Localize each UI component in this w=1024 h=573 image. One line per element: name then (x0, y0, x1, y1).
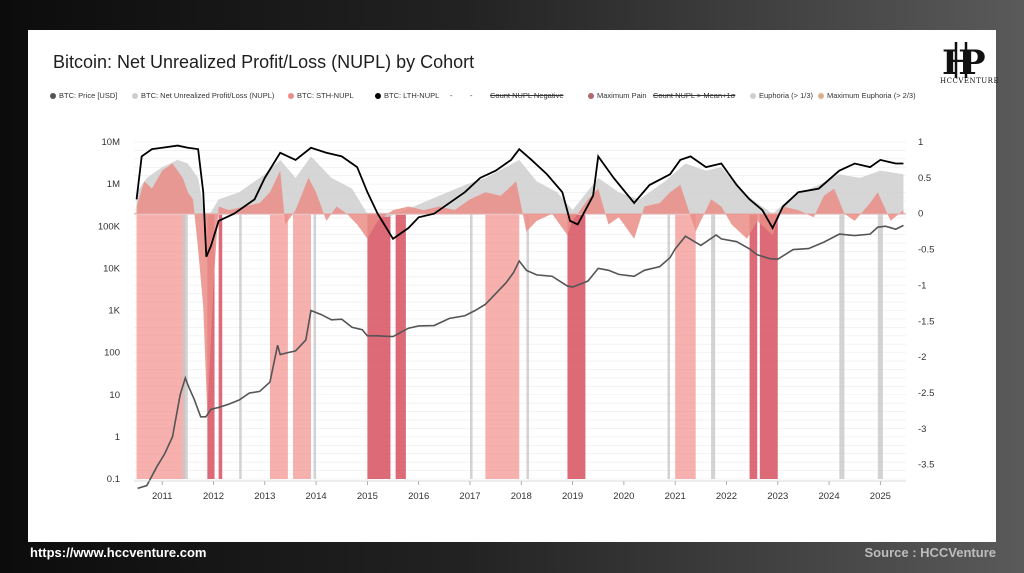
y-left-tick-1: 1 (115, 432, 120, 443)
legend-item-6[interactable]: Count NUPL Negative (490, 91, 564, 100)
legend-label: - (470, 91, 473, 100)
x-tick-2014: 2014 (306, 491, 327, 502)
footer-url[interactable]: https://www.hccventure.com (30, 545, 207, 560)
y-right-tick-6: -2 (918, 352, 926, 363)
euphoria-band-1 (239, 213, 242, 479)
y-left-tick-3: 100 (104, 348, 120, 359)
x-tick-2020: 2020 (613, 491, 634, 502)
y-left-tick-2: 10 (109, 390, 120, 401)
legend-item-1[interactable]: BTC: Net Unrealized Profit/Loss (NUPL) (132, 91, 274, 100)
y-right-tick-0: 1 (918, 137, 923, 148)
x-tick-2023: 2023 (767, 491, 788, 502)
lth-nupl-line (135, 144, 904, 258)
sth-nupl-area (136, 163, 904, 415)
x-tick-2025: 2025 (870, 491, 891, 502)
euphoria-band-0 (182, 213, 188, 479)
euphoria-band-6 (711, 213, 716, 479)
nupl-chart: 0.1 1 10 100 1K 10K 100K 1M 10M 1 0.5 0 -0.5 -1 -1.5 -2… (98, 137, 935, 502)
y-left-tick-6: 100K (98, 221, 121, 232)
chart-legend: BTC: Price [USD] BTC: Net Unrealized Prof… (50, 91, 990, 105)
legend-label: Count NUPL Negative (490, 91, 564, 100)
euphoria-band-5 (667, 213, 671, 479)
euphoria-band-7 (839, 213, 845, 479)
x-tick-2022: 2022 (716, 491, 737, 502)
pain-band-light-4 (675, 213, 696, 479)
footer-source: Source : HCCVenture (864, 545, 996, 560)
legend-label: - (450, 91, 453, 100)
svg-text:P: P (960, 43, 986, 83)
pain-band-light-1 (269, 213, 288, 479)
legend-item-0[interactable]: BTC: Price [USD] (50, 91, 117, 100)
x-tick-2021: 2021 (665, 491, 686, 502)
hcc-logo-icon: H P (942, 42, 986, 83)
y-left-tick-4: 1K (108, 306, 120, 317)
x-tick-2011: 2011 (152, 491, 172, 502)
pain-band-2 (367, 213, 391, 479)
legend-dot-icon (375, 92, 381, 99)
x-tick-2016: 2016 (408, 491, 429, 502)
legend-label: Count NUPL > Mean+1σ (653, 91, 736, 100)
x-tick-2012: 2012 (203, 491, 224, 502)
pain-band-light-3 (485, 213, 520, 479)
legend-item-8[interactable]: Count NUPL > Mean+1σ (653, 91, 735, 100)
legend-label: BTC: Net Unrealized Profit/Loss (NUPL) (141, 91, 275, 100)
euphoria-band-3 (469, 213, 473, 479)
y-right-tick-2: 0 (918, 209, 923, 220)
legend-label: BTC: LTH-NUPL (384, 91, 440, 100)
legend-label: Euphoria (> 1/3) (759, 91, 813, 100)
chart-card: Bitcoin: Net Unrealized Profit/Loss (NUP… (28, 30, 1000, 542)
pain-band-5 (749, 213, 758, 479)
legend-label: Maximum Pain (597, 91, 647, 100)
legend-dot-icon (288, 92, 294, 99)
y-right-tick-9: -3.5 (918, 460, 934, 471)
y-left-tick-8: 10M (102, 137, 121, 148)
y-right-tick-7: -2.5 (918, 388, 934, 399)
legend-item-9[interactable]: Euphoria (> 1/3) (750, 91, 813, 100)
legend-dot-icon (750, 92, 756, 99)
euphoria-band-2 (313, 213, 317, 479)
y-left-tick-0: 0.1 (107, 474, 120, 485)
pain-band-3 (395, 213, 406, 479)
euphoria-band-8 (877, 213, 883, 479)
legend-label: BTC: Price [USD] (59, 91, 118, 100)
legend-dot-icon (588, 92, 594, 99)
legend-dot-icon (818, 92, 824, 99)
y-right-tick-1: 0.5 (918, 173, 931, 184)
legend-item-10[interactable]: Maximum Euphoria (> 2/3) (818, 91, 916, 100)
legend-label: Maximum Euphoria (> 2/3) (827, 91, 916, 100)
y-left-tick-7: 1M (107, 179, 120, 190)
legend-dot-icon (132, 92, 138, 99)
x-tick-2019: 2019 (562, 491, 583, 502)
svg-text:H: H (942, 43, 974, 83)
legend-item-2[interactable]: BTC: STH-NUPL (288, 91, 354, 100)
legend-item-5[interactable]: - (470, 91, 473, 100)
pain-band-light-0 (136, 213, 186, 479)
y-left-tick-5: 10K (103, 263, 121, 274)
pain-band-6 (759, 213, 778, 479)
x-tick-2017: 2017 (459, 491, 480, 502)
x-tick-2013: 2013 (254, 491, 275, 502)
price-line (137, 224, 904, 490)
pain-band-4 (567, 213, 586, 479)
y-right-tick-3: -0.5 (918, 245, 934, 256)
legend-dot-icon (50, 92, 56, 99)
x-tick-2018: 2018 (511, 491, 532, 502)
legend-item-3[interactable]: BTC: LTH-NUPL (375, 91, 439, 100)
euphoria-band-4 (526, 213, 529, 479)
legend-item-7[interactable]: Maximum Pain (588, 91, 647, 100)
y-right-tick-5: -1.5 (918, 316, 934, 327)
legend-item-4[interactable]: - (450, 91, 453, 100)
pain-band-1 (218, 213, 223, 479)
x-tick-2015: 2015 (357, 491, 378, 502)
pain-band-light-2 (293, 213, 311, 479)
legend-label: BTC: STH-NUPL (297, 91, 354, 100)
logo-text: HCCVENTURE (940, 77, 1000, 85)
x-tick-2024: 2024 (818, 491, 839, 502)
y-right-tick-8: -3 (918, 424, 926, 435)
chart-title: Bitcoin: Net Unrealized Profit/Loss (NUP… (53, 52, 475, 72)
pain-band-0 (207, 213, 215, 479)
y-right-tick-4: -1 (918, 280, 926, 291)
